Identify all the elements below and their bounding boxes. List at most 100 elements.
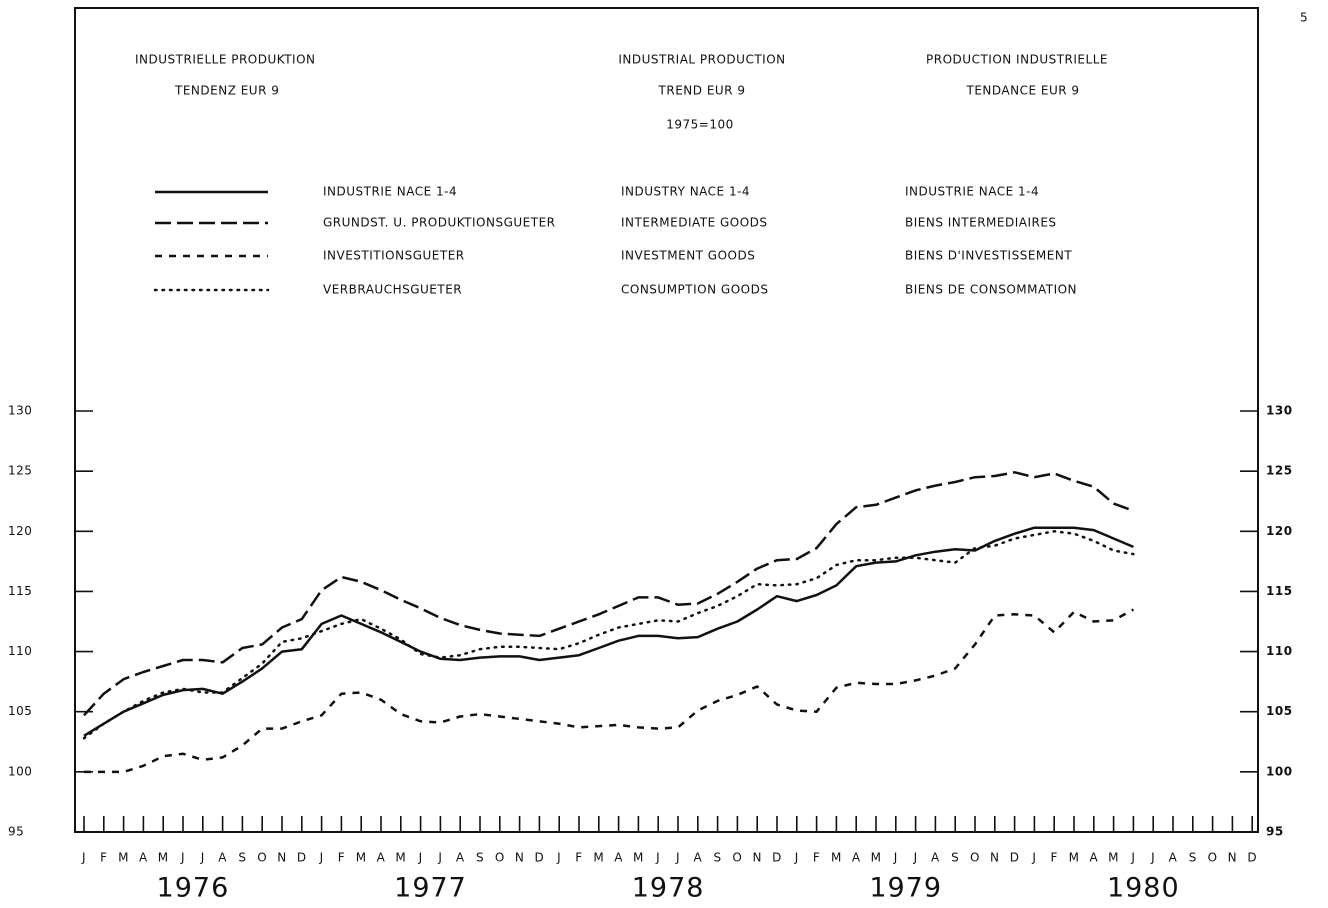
x-tick-label: S [1189,851,1197,865]
x-tick-label: M [158,851,169,865]
x-tick-label: N [1228,851,1237,865]
y-tick-label: 100 [8,764,32,778]
x-tick-label: O [257,851,267,865]
x-tick-label: J [1150,851,1155,865]
title-fr: PRODUCTION INDUSTRIELLE [926,53,1108,67]
x-tick-label: J [1130,851,1135,865]
x-tick-label: J [418,851,423,865]
base-year: 1975=100 [666,118,734,132]
y-tick-label: 115 [8,584,32,598]
series-line [82,530,1135,740]
x-tick-label: A [852,851,861,865]
x-tick-label: A [456,851,465,865]
x-tick-label: D [297,851,307,865]
x-tick-label: M [593,851,604,865]
x-tick-label: A [218,851,227,865]
legend-label-en: CONSUMPTION GOODS [621,283,768,297]
x-tick-label: F [575,851,582,865]
x-tick-label: J [913,851,918,865]
subtitle-fr: TENDANCE EUR 9 [965,84,1079,98]
y-tick-label-right: 100 [1266,764,1293,778]
legend-label-de: INDUSTRIE NACE 1-4 [323,185,457,199]
x-tick-label: F [1050,851,1057,865]
x-tick-label: D [772,851,782,865]
x-tick-label: M [356,851,367,865]
y-tick-label: 125 [8,464,32,478]
x-tick-label: J [81,851,86,865]
legend-label-fr: BIENS INTERMEDIAIRES [905,216,1057,230]
y-tick-label-right: 120 [1266,524,1293,538]
x-tick-label: A [1089,851,1098,865]
x-tick-label: A [1169,851,1178,865]
legend-label-fr: BIENS DE CONSOMMATION [905,283,1077,297]
legend-label-en: INVESTMENT GOODS [621,249,755,263]
year-label: 1976 [157,873,230,904]
y-tick-label: 95 [8,825,24,839]
legend-label-fr: INDUSTRIE NACE 1-4 [905,185,1039,199]
y-tick-label-right: 125 [1266,464,1293,478]
year-label: 1979 [869,873,942,904]
legend-label-en: INDUSTRY NACE 1-4 [621,185,750,199]
x-tick-label: M [118,851,129,865]
x-tick-label: A [693,851,702,865]
y-tick-label: 110 [8,644,32,658]
x-tick-label: D [1247,851,1257,865]
y-tick-label-right: 115 [1266,584,1293,598]
legend-label-de: INVESTITIONSGUETER [323,249,465,263]
x-tick-label: J [200,851,205,865]
x-tick-label: D [535,851,545,865]
x-tick-label: D [1010,851,1020,865]
x-tick-label: F [813,851,820,865]
legend-label-en: INTERMEDIATE GOODS [621,216,768,230]
y-tick-label: 130 [8,404,32,418]
y-tick-label-right: 130 [1266,404,1293,418]
x-tick-label: S [714,851,722,865]
x-tick-label: S [951,851,959,865]
legend-label-fr: BIENS D'INVESTISSEMENT [905,249,1072,263]
x-tick-label: N [277,851,286,865]
year-label: 1978 [632,873,705,904]
x-tick-label: M [633,851,644,865]
subtitle-en: TREND EUR 9 [658,84,746,98]
x-tick-label: O [970,851,980,865]
x-tick-label: N [752,851,761,865]
x-tick-label: F [338,851,345,865]
y-tick-label-right: 95 [1266,825,1284,839]
x-tick-label: A [377,851,386,865]
x-tick-label: M [395,851,406,865]
year-label: 1977 [394,873,467,904]
y-tick-label: 120 [8,524,32,538]
year-label: 1980 [1107,873,1180,904]
x-tick-label: O [495,851,505,865]
legend-label-de: VERBRAUCHSGUETER [323,283,462,297]
x-tick-label: J [893,851,898,865]
y-tick-label-right: 105 [1266,704,1293,718]
x-tick-label: J [655,851,660,865]
x-tick-label: O [732,851,742,865]
x-tick-label: S [238,851,246,865]
x-tick-label: M [831,851,842,865]
x-tick-label: N [990,851,999,865]
x-tick-label: A [614,851,623,865]
x-tick-label: J [180,851,185,865]
x-tick-label: A [931,851,940,865]
series-line [83,526,1134,737]
page-number: 5 [1300,11,1308,25]
series-line [84,608,1134,774]
x-tick-label: J [556,851,561,865]
y-tick-label: 105 [8,704,32,718]
legend-label-de: GRUNDST. U. PRODUKTIONSGUETER [323,216,556,230]
x-tick-label: S [476,851,484,865]
title-en: INDUSTRIAL PRODUCTION [618,53,785,67]
x-tick-label: F [100,851,107,865]
x-tick-label: M [871,851,882,865]
y-tick-label-right: 110 [1266,644,1293,658]
x-tick-label: A [139,851,148,865]
plot-frame [74,7,1259,833]
x-tick-label: J [675,851,680,865]
series-line [83,471,1134,717]
x-tick-label: J [319,851,324,865]
x-tick-label: M [1069,851,1080,865]
x-tick-label: J [437,851,442,865]
